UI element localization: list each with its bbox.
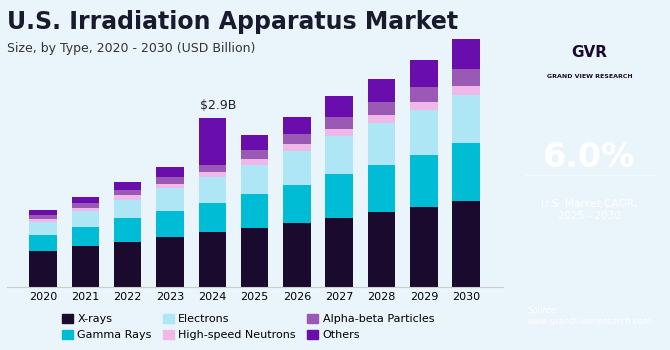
Bar [241, 150, 269, 159]
Bar [72, 203, 99, 208]
Bar [326, 129, 353, 136]
Bar [29, 215, 57, 219]
Bar [72, 197, 99, 203]
Bar [72, 246, 99, 287]
Bar [72, 227, 99, 246]
Bar [29, 210, 57, 215]
Bar [114, 195, 141, 199]
Bar [114, 199, 141, 218]
Bar [198, 172, 226, 177]
Bar [156, 184, 184, 188]
Bar [198, 177, 226, 203]
Bar [114, 182, 141, 190]
Text: Size, by Type, 2020 - 2030 (USD Billion): Size, by Type, 2020 - 2030 (USD Billion) [7, 42, 255, 55]
Text: GVR: GVR [572, 46, 608, 60]
Bar [368, 79, 395, 102]
Bar [241, 164, 269, 194]
Bar [326, 96, 353, 117]
Bar [283, 117, 311, 134]
Text: U.S. Irradiation Apparatus Market: U.S. Irradiation Apparatus Market [7, 10, 458, 35]
Bar [198, 118, 226, 164]
Bar [410, 60, 438, 87]
Bar [283, 185, 311, 223]
Bar [452, 39, 480, 69]
Bar [410, 155, 438, 207]
Bar [29, 234, 57, 251]
Bar [241, 159, 269, 164]
Bar [452, 86, 480, 94]
Bar [198, 232, 226, 287]
Bar [241, 194, 269, 228]
Bar [241, 135, 269, 150]
Bar [198, 164, 226, 172]
Bar [368, 164, 395, 212]
Bar [29, 219, 57, 222]
Bar [283, 134, 311, 144]
Bar [410, 87, 438, 101]
Text: 6.0%: 6.0% [543, 141, 636, 174]
Bar [156, 188, 184, 211]
Bar [452, 201, 480, 287]
Bar [326, 174, 353, 218]
Bar [29, 222, 57, 235]
Bar [156, 211, 184, 237]
Bar [283, 150, 311, 185]
Bar [452, 143, 480, 201]
Bar [410, 207, 438, 287]
Bar [368, 212, 395, 287]
Bar [156, 177, 184, 184]
Bar [198, 203, 226, 232]
Bar [452, 94, 480, 143]
Bar [241, 228, 269, 287]
Bar [368, 115, 395, 122]
Text: $2.9B: $2.9B [200, 99, 236, 112]
Bar [368, 102, 395, 115]
Legend: X-rays, Gamma Rays, Electrons, High-speed Neutrons, Alpha-beta Particles, Others: X-rays, Gamma Rays, Electrons, High-spee… [57, 309, 439, 344]
Bar [326, 136, 353, 174]
Bar [283, 144, 311, 150]
Bar [452, 69, 480, 86]
Bar [283, 223, 311, 287]
Bar [156, 237, 184, 287]
Bar [326, 117, 353, 129]
Bar [368, 122, 395, 164]
Bar [72, 208, 99, 211]
Text: U.S. Market CAGR,
2025 - 2030: U.S. Market CAGR, 2025 - 2030 [541, 199, 638, 221]
Bar [29, 251, 57, 287]
Bar [72, 211, 99, 227]
Text: GRAND VIEW RESEARCH: GRAND VIEW RESEARCH [547, 74, 632, 79]
Bar [326, 218, 353, 287]
Bar [410, 110, 438, 155]
Bar [410, 102, 438, 110]
Bar [114, 241, 141, 287]
Bar [114, 190, 141, 195]
Bar [114, 218, 141, 242]
Text: Source:
www.grandviewresearch.com: Source: www.grandviewresearch.com [528, 306, 651, 326]
Bar [156, 167, 184, 177]
